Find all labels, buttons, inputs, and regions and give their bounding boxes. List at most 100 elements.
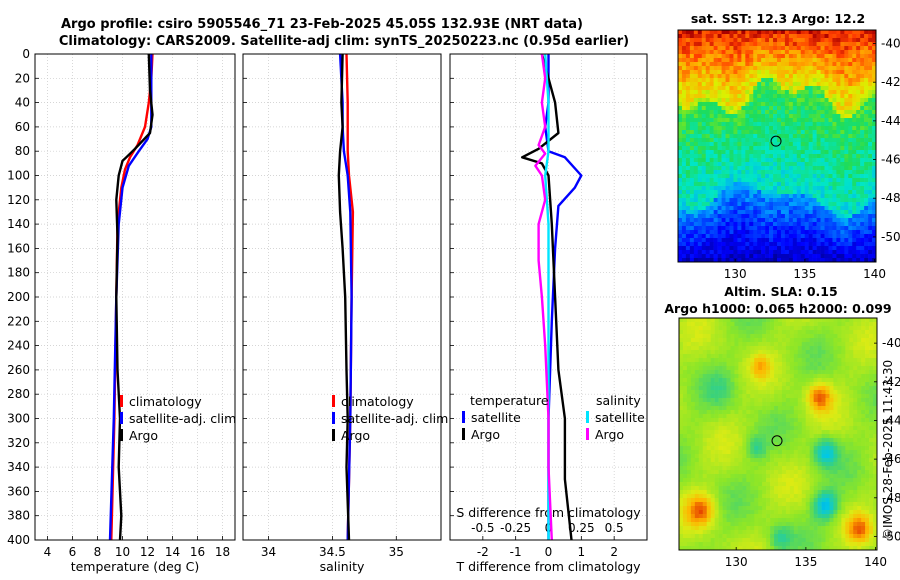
map-cell	[844, 170, 849, 175]
map-cell	[852, 198, 857, 203]
map-cell	[762, 398, 767, 403]
map-cell	[705, 222, 710, 227]
map-cell	[796, 230, 802, 235]
map-cell	[705, 118, 710, 123]
map-cell	[681, 126, 687, 131]
map-cell	[853, 338, 858, 343]
map-cell	[745, 34, 750, 39]
map-cell	[864, 174, 869, 179]
map-cell	[812, 162, 817, 167]
map-cell	[722, 350, 727, 355]
map-cell	[852, 54, 857, 59]
map-cell	[697, 118, 703, 123]
map-cell	[749, 234, 754, 239]
map-cell	[718, 322, 723, 327]
map-cell	[844, 138, 849, 143]
map-cell	[808, 166, 813, 171]
map-cell	[690, 334, 696, 339]
map-cell	[841, 370, 846, 375]
map-cell	[713, 102, 718, 107]
map-cell	[698, 334, 704, 339]
map-cell	[800, 42, 806, 47]
map-cell	[769, 194, 774, 199]
map-cell	[793, 342, 799, 347]
map-cell	[698, 418, 704, 423]
map-cell	[702, 354, 708, 359]
map-cell	[754, 366, 759, 371]
map-cell	[812, 218, 817, 223]
map-cell	[694, 426, 700, 431]
map-cell	[686, 354, 692, 359]
map-cell	[730, 434, 735, 439]
map-cell	[796, 250, 802, 255]
map-cell	[741, 182, 746, 187]
map-cell	[762, 390, 767, 395]
map-cell	[793, 346, 799, 351]
map-cell	[702, 398, 708, 403]
map-cell	[693, 230, 699, 235]
map-cell	[773, 58, 778, 63]
map-cell	[821, 446, 826, 451]
map-cell	[872, 78, 876, 83]
map-cell	[808, 46, 813, 51]
map-cell	[808, 62, 813, 67]
map-cell	[825, 338, 830, 343]
map-cell	[693, 170, 699, 175]
map-cell	[812, 90, 817, 95]
map-cell	[706, 414, 711, 419]
map-cell	[690, 442, 696, 447]
map-cell	[777, 106, 782, 111]
map-cell	[749, 46, 754, 51]
map-cell	[702, 430, 708, 435]
map-cell	[746, 358, 751, 363]
map-cell	[734, 442, 739, 447]
map-cell	[792, 218, 798, 223]
map-cell	[689, 246, 695, 251]
map-cell	[733, 178, 738, 183]
map-cell	[685, 226, 691, 231]
map-cell	[718, 418, 723, 423]
map-cell	[833, 362, 838, 367]
map-cell	[697, 130, 703, 135]
map-cell	[820, 102, 825, 107]
map-cell	[868, 134, 873, 139]
map-cell	[693, 138, 699, 143]
map-cell	[777, 162, 782, 167]
map-cell	[857, 366, 862, 371]
map-cell	[725, 90, 730, 95]
map-cell	[801, 442, 807, 447]
map-cell	[821, 318, 826, 323]
map-cell	[750, 442, 755, 447]
map-cell	[766, 402, 771, 407]
map-cell	[750, 386, 755, 391]
map-cell	[679, 442, 684, 447]
map-cell	[729, 94, 734, 99]
map-cell	[792, 46, 798, 51]
map-cell	[685, 114, 691, 119]
map-cell	[808, 202, 813, 207]
map-cell	[773, 90, 778, 95]
map-cell	[864, 242, 869, 247]
map-cell	[873, 334, 877, 339]
map-cell	[718, 366, 723, 371]
map-cell	[793, 382, 799, 387]
map-cell	[713, 170, 718, 175]
map-cell	[821, 334, 826, 339]
map-cell	[762, 458, 767, 463]
map-cell	[745, 186, 750, 191]
map-cell	[872, 242, 876, 247]
map-cell	[812, 142, 817, 147]
map-cell	[864, 30, 869, 35]
map-cell	[804, 258, 809, 262]
map-cell	[714, 410, 719, 415]
map-cell	[840, 234, 845, 239]
map-cell	[824, 70, 829, 75]
map-cell	[745, 30, 750, 35]
map-cell	[821, 366, 826, 371]
map-cell	[686, 426, 692, 431]
map-cell	[825, 334, 830, 339]
map-cell	[789, 398, 795, 403]
map-cell	[761, 126, 766, 131]
map-cell	[825, 414, 830, 419]
